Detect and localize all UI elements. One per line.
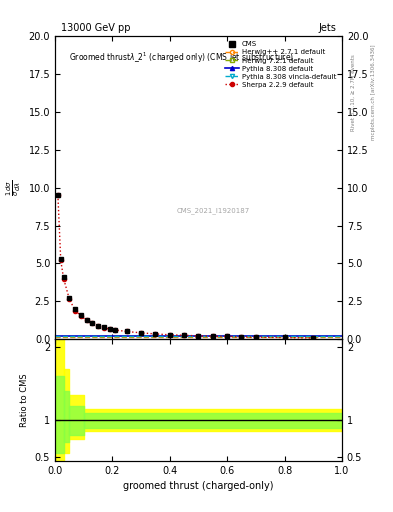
Y-axis label: $\frac{1}{\sigma}\frac{d\sigma}{d\lambda}$: $\frac{1}{\sigma}\frac{d\sigma}{d\lambda…: [5, 179, 23, 196]
Text: 13000 GeV pp: 13000 GeV pp: [61, 23, 130, 33]
Text: Jets: Jets: [318, 23, 336, 33]
Text: Groomed thrust$\lambda\_2^1$ (charged only) (CMS jet substructure): Groomed thrust$\lambda\_2^1$ (charged on…: [70, 51, 294, 66]
Y-axis label: Ratio to CMS: Ratio to CMS: [20, 373, 29, 427]
Text: CMS_2021_I1920187: CMS_2021_I1920187: [176, 207, 250, 214]
Legend: CMS, Herwig++ 2.7.1 default, Herwig 7.2.1 default, Pythia 8.308 default, Pythia : CMS, Herwig++ 2.7.1 default, Herwig 7.2.…: [222, 39, 338, 90]
Text: mcplots.cern.ch [arXiv:1306.3436]: mcplots.cern.ch [arXiv:1306.3436]: [371, 45, 376, 140]
Text: Rivet 3.1.10, ≥ 2.7M events: Rivet 3.1.10, ≥ 2.7M events: [351, 54, 356, 131]
X-axis label: groomed thrust (charged-only): groomed thrust (charged-only): [123, 481, 274, 491]
